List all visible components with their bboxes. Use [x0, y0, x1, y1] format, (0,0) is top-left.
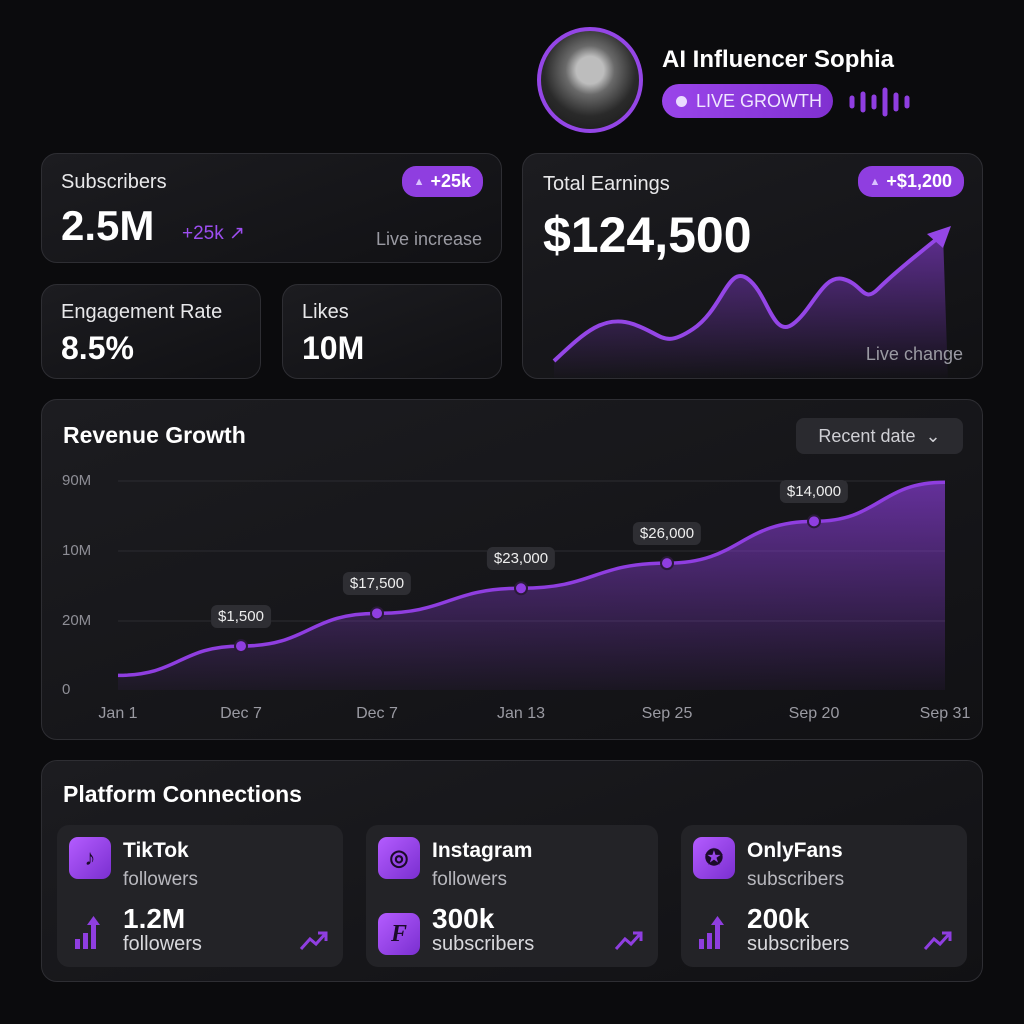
trending-up-icon [299, 931, 328, 951]
live-growth-badge: LIVE GROWTH [662, 84, 833, 118]
arrow-up-right-icon: ↗ [229, 223, 245, 244]
data-point [514, 581, 528, 596]
x-tick-label: Sep 20 [788, 705, 840, 722]
data-point [370, 606, 384, 621]
instagram-icon: ◎ [378, 837, 420, 879]
triangle-up-icon: ▲ [869, 175, 881, 188]
platform-card-onlyfans[interactable]: ✪ OnlyFans subscribers 200k subscribers [681, 825, 967, 967]
date-range-dropdown[interactable]: Recent date ⌄ [796, 418, 963, 454]
data-label: $14,000 [779, 480, 849, 504]
x-tick-label: Sep 31 [919, 705, 971, 722]
likes-card: Likes 10M [282, 284, 502, 379]
y-tick-label: 90M [62, 472, 92, 489]
x-tick-label: Jan 13 [496, 705, 546, 722]
sparkline-area [554, 234, 948, 378]
subscribers-badge: ▲ +25k [401, 166, 483, 197]
subscribers-card: Subscribers 2.5M +25k ↗ ▲ +25k Live incre… [41, 153, 502, 263]
arrow-head-icon [927, 226, 951, 248]
data-point [234, 639, 248, 654]
profile-name: AI Influencer Sophia [662, 46, 895, 73]
data-point [807, 514, 821, 529]
x-tick-label: Dec 7 [356, 705, 398, 722]
data-label: $1,500 [211, 605, 271, 629]
revenue-chart [117, 480, 946, 690]
live-dot-icon [676, 95, 687, 107]
trending-up-icon [923, 931, 952, 951]
platforms-title: Platform Connections [63, 781, 302, 807]
sparkline-line [552, 232, 945, 363]
platform-card-tiktok[interactable]: ♪ TikTok followers 1.2M followers [57, 825, 343, 967]
data-label: $23,000 [486, 547, 556, 571]
bar-chart-up-icon [697, 915, 725, 956]
triangle-up-icon: ▲ [413, 175, 425, 188]
y-tick-label: 20M [62, 612, 92, 629]
avatar [537, 27, 643, 133]
chevron-down-icon: ⌄ [925, 425, 941, 446]
bar-chart-up-icon [73, 915, 101, 956]
y-tick-label: 10M [62, 542, 92, 559]
earnings-sparkline [552, 226, 951, 378]
revenue-area [118, 482, 945, 690]
data-label: $26,000 [632, 522, 702, 546]
earnings-card: Total Earnings $124,500 ▲ +$1,200 Live ch… [522, 153, 983, 379]
y-tick-label: 0 [62, 681, 71, 698]
data-label: $17,500 [342, 572, 412, 596]
earnings-badge: ▲ +$1,200 [857, 166, 964, 197]
tiktok-icon: ♪ [69, 837, 111, 879]
soundwave-icon [849, 87, 910, 117]
f-logo-icon: F [378, 913, 420, 955]
data-point [660, 556, 674, 571]
onlyfans-icon: ✪ [693, 837, 735, 879]
x-tick-label: Sep 25 [641, 705, 693, 722]
trending-up-icon [614, 931, 643, 951]
x-tick-label: Dec 7 [220, 705, 262, 722]
revenue-title: Revenue Growth [63, 422, 246, 448]
platform-card-instagram[interactable]: ◎ Instagram followers F 300k subscribers [366, 825, 658, 967]
x-tick-label: Jan 1 [98, 705, 138, 722]
engagement-card: Engagement Rate 8.5% [41, 284, 261, 379]
